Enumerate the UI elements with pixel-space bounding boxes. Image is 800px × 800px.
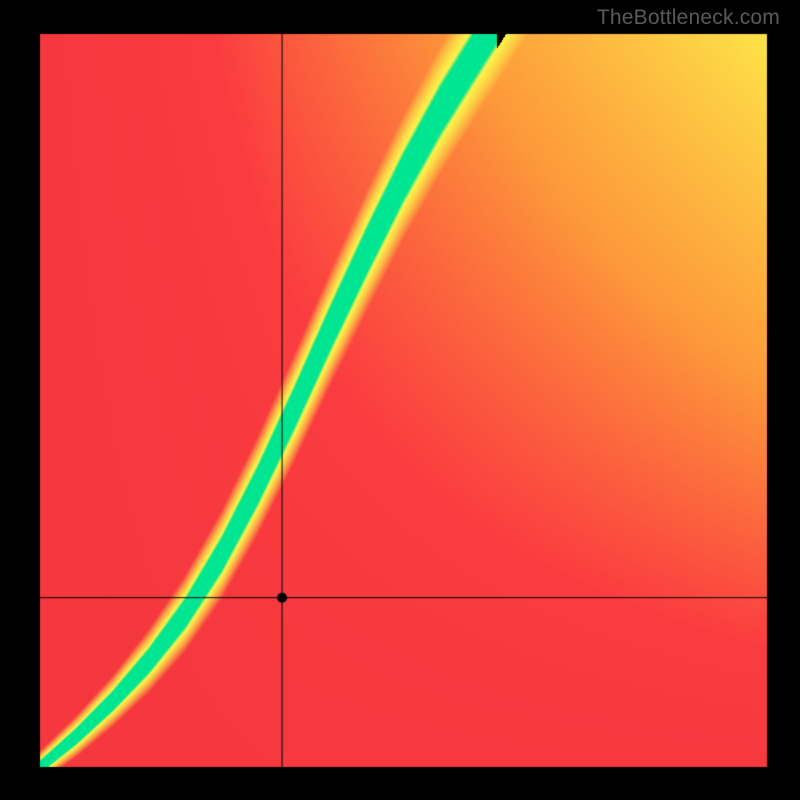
source-attribution: TheBottleneck.com bbox=[597, 6, 780, 30]
bottleneck-heatmap bbox=[0, 0, 800, 800]
